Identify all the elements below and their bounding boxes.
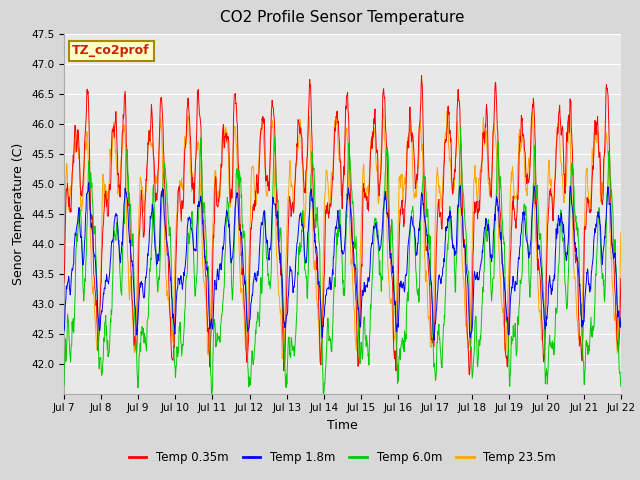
Legend: Temp 0.35m, Temp 1.8m, Temp 6.0m, Temp 23.5m: Temp 0.35m, Temp 1.8m, Temp 6.0m, Temp 2…: [124, 446, 561, 469]
Title: CO2 Profile Sensor Temperature: CO2 Profile Sensor Temperature: [220, 11, 465, 25]
Text: TZ_co2prof: TZ_co2prof: [72, 44, 150, 58]
X-axis label: Time: Time: [327, 419, 358, 432]
Y-axis label: Senor Temperature (C): Senor Temperature (C): [12, 143, 26, 285]
